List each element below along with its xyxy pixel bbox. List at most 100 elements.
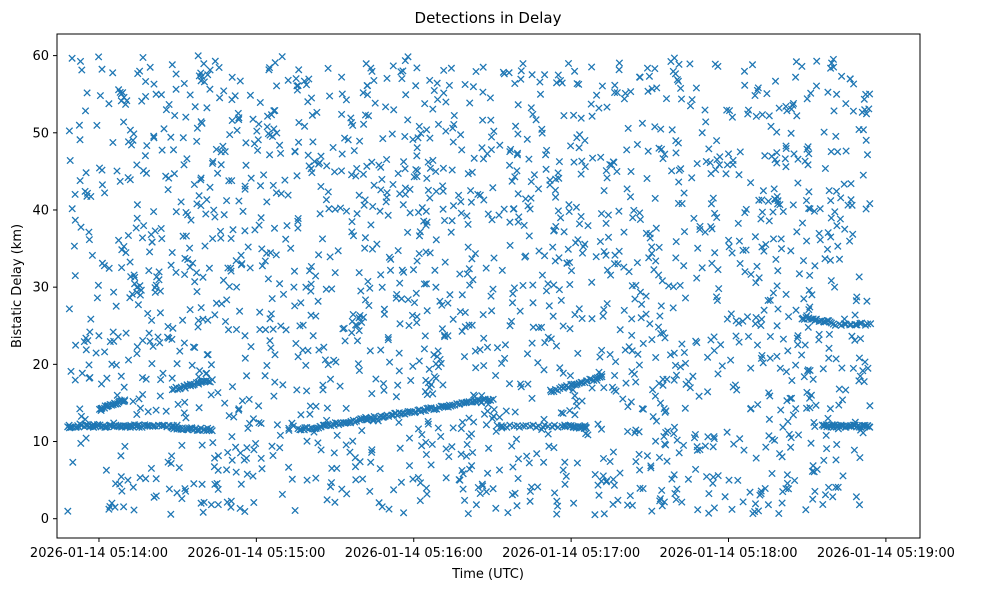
data-point: [558, 79, 566, 87]
data-point: [258, 262, 267, 270]
data-point: [784, 417, 792, 426]
data-point: [840, 180, 848, 188]
data-point: [561, 458, 569, 466]
data-point: [138, 234, 147, 242]
data-point: [197, 201, 205, 210]
data-point: [250, 498, 258, 507]
data-point: [413, 172, 421, 181]
data-point: [369, 202, 377, 211]
data-point: [821, 491, 830, 499]
data-point: [549, 312, 557, 320]
data-point: [370, 76, 378, 85]
data-point: [478, 144, 486, 152]
data-point: [144, 309, 152, 318]
data-point: [803, 367, 812, 375]
data-point: [206, 183, 214, 191]
data-point: [197, 174, 205, 182]
data-point: [416, 228, 424, 236]
data-point: [307, 262, 316, 271]
data-point: [471, 249, 480, 258]
data-point: [399, 158, 408, 166]
data-point: [412, 165, 420, 174]
data-point: [600, 306, 608, 314]
data-point: [569, 386, 577, 394]
data-point: [659, 375, 667, 383]
data-point: [448, 217, 456, 225]
data-point: [291, 148, 299, 156]
data-point: [827, 147, 835, 156]
data-point: [208, 234, 217, 243]
data-point: [529, 281, 537, 289]
data-point: [704, 433, 712, 441]
data-point: [808, 291, 816, 299]
data-point: [542, 146, 551, 155]
data-point: [399, 201, 407, 209]
data-point: [645, 254, 653, 262]
data-point: [480, 361, 488, 370]
data-point: [399, 67, 407, 75]
data-point: [656, 495, 665, 503]
data-point: [648, 249, 656, 258]
data-point: [627, 87, 635, 96]
data-point: [442, 127, 450, 135]
data-point: [409, 266, 418, 274]
data-point: [376, 464, 384, 473]
data-point: [565, 201, 573, 209]
data-point: [771, 77, 780, 85]
data-point: [550, 443, 558, 452]
data-point: [133, 214, 141, 222]
data-point: [770, 185, 778, 193]
data-point: [186, 382, 195, 390]
data-point: [263, 198, 271, 206]
data-point: [621, 89, 630, 98]
data-point: [569, 111, 578, 119]
data-point: [484, 210, 492, 218]
data-point: [802, 196, 811, 205]
data-point: [758, 243, 766, 251]
data-point: [219, 142, 227, 150]
data-point: [643, 174, 651, 183]
data-point: [658, 486, 666, 495]
x-tick-label: 2026-01-14 05:18:00: [659, 546, 797, 561]
data-point: [859, 171, 867, 179]
data-point: [635, 466, 644, 474]
data-point: [758, 196, 766, 204]
data-point: [787, 105, 796, 113]
data-point: [532, 116, 540, 124]
data-point: [635, 73, 644, 81]
data-point: [669, 283, 678, 291]
data-point: [158, 146, 166, 154]
data-point: [487, 145, 496, 154]
data-point: [596, 237, 605, 246]
data-point: [136, 404, 145, 412]
data-point: [592, 91, 601, 99]
data-point: [730, 440, 738, 448]
data-point: [794, 332, 802, 340]
data-point: [276, 444, 284, 452]
data-point: [76, 57, 85, 66]
data-point: [757, 321, 765, 330]
data-point: [232, 468, 240, 476]
data-point: [693, 159, 701, 168]
data-point: [680, 348, 689, 357]
data-point: [479, 482, 487, 490]
data-point: [132, 224, 140, 232]
data-point: [625, 267, 633, 276]
data-point: [539, 458, 548, 466]
data-point: [309, 138, 317, 146]
data-point: [804, 143, 812, 151]
data-point: [71, 271, 79, 280]
data-point: [378, 283, 386, 291]
data-point: [505, 69, 513, 77]
data-point: [710, 346, 718, 355]
data-point: [827, 196, 835, 205]
data-point: [167, 510, 175, 518]
data-point: [768, 469, 776, 478]
data-point: [610, 371, 619, 380]
data-point: [661, 150, 669, 158]
data-point: [112, 302, 120, 310]
data-point: [513, 149, 522, 157]
data-point: [556, 364, 564, 372]
data-point: [686, 102, 695, 110]
data-point: [709, 443, 717, 451]
